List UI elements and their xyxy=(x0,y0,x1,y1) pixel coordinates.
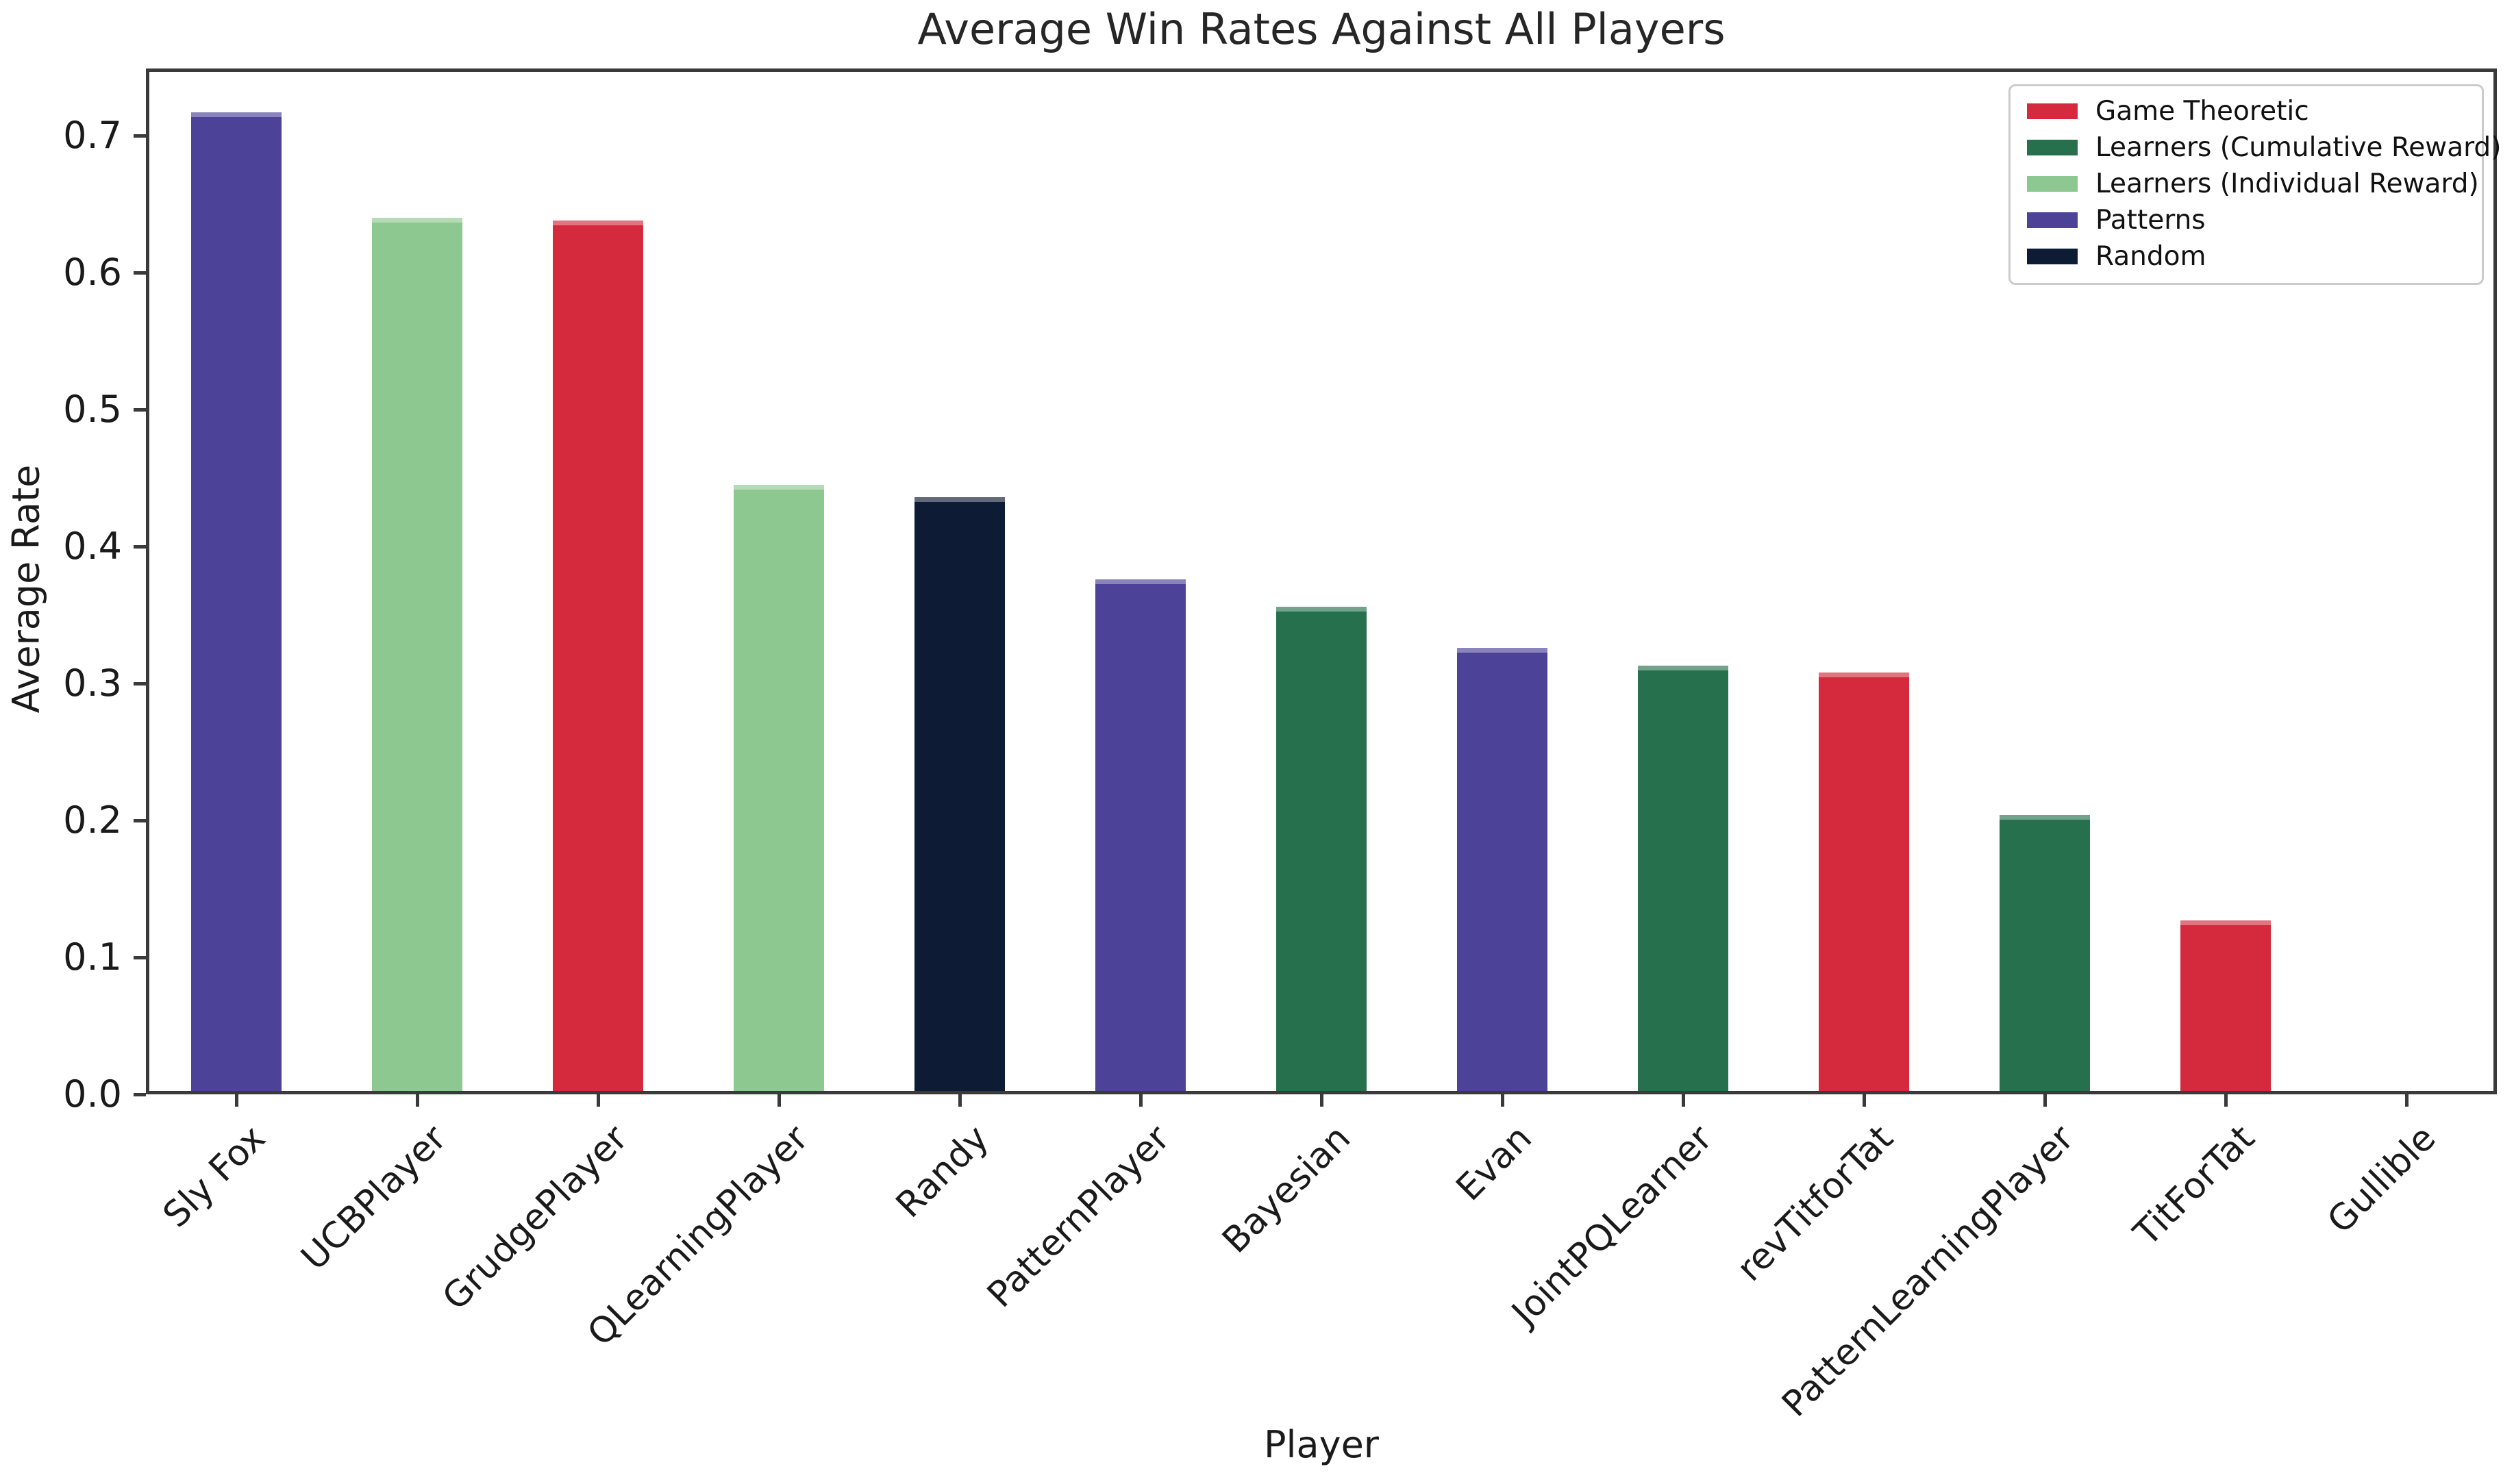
legend: Game Theoretic Learners (Cumulative Rewar… xyxy=(2008,84,2501,285)
x-tick-grudgeplayer xyxy=(597,1094,600,1107)
bar-titfortat xyxy=(2180,920,2271,1094)
chart-title: Average Win Rates Against All Players xyxy=(917,4,1726,54)
bar-revtitfortat xyxy=(1819,672,1909,1094)
x-tick-patternplayer xyxy=(1139,1094,1143,1107)
legend-label-random: Random xyxy=(2095,241,2206,272)
y-tick-0.6 xyxy=(134,271,146,275)
y-tick-0.2 xyxy=(134,819,146,822)
x-axis-label: Player xyxy=(1263,1423,1380,1466)
x-tick-label-randy: Randy xyxy=(888,1118,997,1227)
x-tick-ucbplayer xyxy=(416,1094,419,1107)
y-tick-label-0.3: 0.3 xyxy=(63,662,122,705)
x-tick-qlearningplayer xyxy=(777,1094,781,1107)
bar-bayesian xyxy=(1276,607,1367,1094)
x-tick-label-ucbplayer: UCBPlayer xyxy=(293,1118,455,1279)
bar-ucbplayer xyxy=(372,218,462,1094)
legend-swatch-learners-cumulative-reward xyxy=(2027,140,2078,155)
y-tick-label-0.1: 0.1 xyxy=(63,935,122,979)
y-tick-0.1 xyxy=(134,956,146,959)
x-tick-label-jointpqlearner: JointPQLearner xyxy=(1504,1118,1721,1334)
bar-patternlearningplayer xyxy=(2000,815,2090,1094)
y-tick-label-0.6: 0.6 xyxy=(63,251,122,294)
y-tick-label-0.7: 0.7 xyxy=(63,114,122,157)
y-tick-label-0.0: 0.0 xyxy=(63,1072,122,1116)
x-tick-label-grudgeplayer: GrudgePlayer xyxy=(434,1118,636,1319)
x-tick-revtitfortat xyxy=(1863,1094,1866,1107)
legend-item-learners-individual-reward: Learners (Individual Reward) xyxy=(2027,166,2479,202)
legend-swatch-game-theoretic xyxy=(2027,103,2078,119)
x-tick-label-patternplayer: PatternPlayer xyxy=(980,1118,1178,1316)
y-tick-0.4 xyxy=(134,545,146,549)
bar-patternplayer xyxy=(1095,579,1186,1094)
legend-item-random: Random xyxy=(2027,238,2475,275)
x-tick-sly-fox xyxy=(235,1094,238,1107)
legend-item-game-theoretic: Game Theoretic xyxy=(2027,93,2475,129)
bar-sly-fox xyxy=(191,112,282,1094)
legend-swatch-random xyxy=(2027,249,2078,264)
x-tick-label-gullible: Gullible xyxy=(2319,1118,2444,1242)
legend-label-game-theoretic: Game Theoretic xyxy=(2095,96,2309,127)
legend-label-learners-individual-reward: Learners (Individual Reward) xyxy=(2095,168,2479,199)
bar-qlearningplayer xyxy=(734,485,824,1094)
x-tick-gullible xyxy=(2405,1094,2409,1107)
x-tick-bayesian xyxy=(1320,1094,1323,1107)
x-tick-label-revtitfortat: revTitforTat xyxy=(1729,1118,1902,1290)
bar-grudgeplayer xyxy=(553,221,643,1094)
y-tick-label-0.5: 0.5 xyxy=(63,388,122,431)
y-tick-0.0 xyxy=(134,1093,146,1096)
legend-label-learners-cumulative-reward: Learners (Cumulative Reward) xyxy=(2095,132,2502,163)
x-tick-label-sly-fox: Sly Fox xyxy=(155,1118,274,1236)
legend-item-patterns: Patterns xyxy=(2027,202,2475,238)
x-tick-evan xyxy=(1501,1094,1504,1107)
y-tick-label-0.4: 0.4 xyxy=(63,525,122,568)
legend-item-learners-cumulative-reward: Learners (Cumulative Reward) xyxy=(2027,129,2501,166)
legend-rows: Game Theoretic Learners (Cumulative Rewar… xyxy=(2027,93,2501,275)
bar-randy xyxy=(914,497,1005,1094)
bar-evan xyxy=(1457,648,1547,1094)
x-tick-label-evan: Evan xyxy=(1448,1118,1540,1209)
x-tick-randy xyxy=(958,1094,962,1107)
x-tick-titfortat xyxy=(2224,1094,2228,1107)
bar-jointpqlearner xyxy=(1638,666,1728,1094)
y-tick-0.5 xyxy=(134,408,146,412)
legend-label-patterns: Patterns xyxy=(2095,205,2206,236)
x-tick-label-titfortat: TitForTat xyxy=(2126,1118,2263,1255)
x-tick-label-patternlearningplayer: PatternLearningPlayer xyxy=(1774,1118,2082,1425)
x-tick-jointpqlearner xyxy=(1682,1094,1685,1107)
legend-swatch-patterns xyxy=(2027,212,2078,228)
x-tick-patternlearningplayer xyxy=(2043,1094,2047,1107)
x-tick-label-bayesian: Bayesian xyxy=(1215,1118,1359,1261)
y-tick-0.3 xyxy=(134,682,146,686)
y-tick-0.7 xyxy=(134,134,146,138)
y-tick-label-0.2: 0.2 xyxy=(63,798,122,842)
legend-swatch-learners-individual-reward xyxy=(2027,176,2078,192)
